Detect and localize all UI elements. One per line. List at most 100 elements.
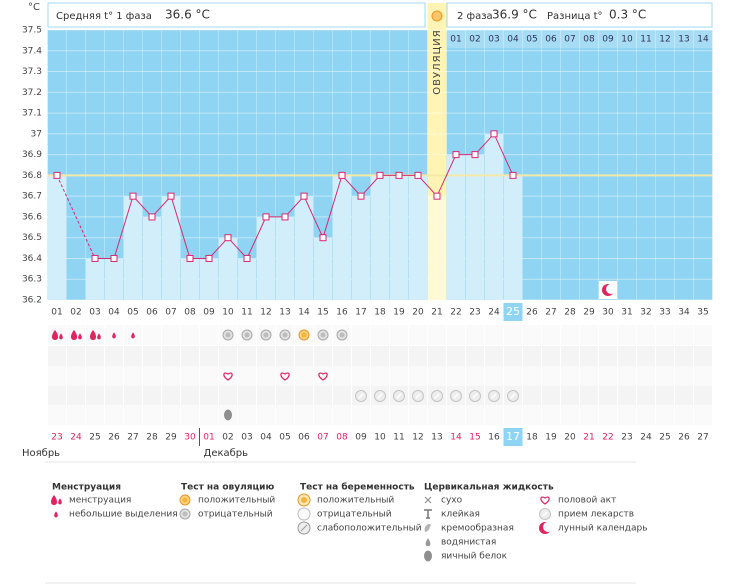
legend-icon [51,495,62,505]
date-label: 02 [222,433,233,443]
symbol-icon [431,390,443,402]
symbol-icon [488,390,500,402]
y-unit: °C [28,2,40,13]
temperature-point [262,213,270,221]
shine [510,393,516,399]
y-tick-label: 36.2 [22,296,42,306]
date-label: 23 [51,433,62,443]
tee [424,509,432,519]
phase2-label: 2 фаза [457,11,493,22]
drop [59,333,63,340]
disc [301,497,307,503]
cycle-day-label: 23 [469,308,480,318]
disc [182,511,188,517]
date-label: 23 [621,433,632,443]
phase2-day: 05 [526,35,537,45]
bar [485,133,503,300]
symbol-row [47,325,713,345]
temperature-point [319,234,327,242]
cycle-day-label: 35 [697,308,708,318]
bar [219,237,237,300]
sun [431,10,443,22]
drop [52,330,58,340]
temperature-point [452,151,460,159]
legend-icon [424,496,432,504]
temperature-point [148,213,156,221]
symbol-icon [279,329,291,341]
legend-icon [539,508,551,520]
temperature-point [167,192,175,200]
cycle-day-label: 32 [640,308,651,318]
date-label: 27 [697,433,708,443]
legend-icon [425,538,431,547]
legend-icon [179,508,191,520]
cycle-day-label: 09 [203,308,215,318]
symbol-icon [336,329,348,341]
bar [333,175,351,300]
date-label: 25 [89,433,100,443]
y-tick-label: 37.5 [22,26,42,36]
cycle-day-label: 07 [165,308,176,318]
date-label: 19 [545,433,557,443]
date-label: 13 [431,433,442,443]
bar [257,216,275,300]
temperature-point [376,171,384,179]
bar [409,175,427,300]
date-label: 30 [184,433,196,443]
symbol-icon [393,390,405,402]
shine [415,393,421,399]
stroke [300,524,308,532]
symbol-icon [71,330,82,340]
bar [181,258,199,300]
legend-label: яичный белок [441,552,508,562]
legend-icon [297,521,311,535]
cycle-day-label: 21 [431,308,442,318]
symbol-icon [280,372,290,381]
temperature-point [110,254,118,262]
cycle-day-label: 20 [412,308,424,318]
phase2-day: 14 [697,35,709,45]
symbol-row [47,346,713,366]
disc [301,332,307,338]
date-label: 06 [298,433,310,443]
symbol-icon [355,390,367,402]
legend-label: менструация [69,496,131,506]
legend-icon [539,522,553,534]
phase1-box [47,2,426,28]
date-label: 09 [355,433,367,443]
legend-icon [424,550,432,562]
disc [182,497,188,503]
symbol-icon [507,390,519,402]
drop [90,330,96,340]
bar [428,196,446,300]
symbol-icon [450,390,462,402]
bar [276,216,294,300]
bar [143,216,161,300]
date-label: 10 [374,433,386,443]
date-label: 25 [659,433,670,443]
cycle-day-label: 06 [146,308,158,318]
y-tick-label: 37.3 [22,67,42,77]
date-label: 14 [450,433,462,443]
legend-label: водянистая [441,538,496,548]
y-tick-label: 36.7 [22,192,42,202]
symbol-icon [260,329,272,341]
shine [472,393,478,399]
cycle-day-label: 26 [526,308,538,318]
phase2-day: 10 [621,35,633,45]
cycle-day-label: 24 [488,308,500,318]
legend-label: кремообразная [441,524,514,534]
temperature-point [281,213,289,221]
legend-label: положительный [198,496,275,506]
date-label: 03 [241,433,252,443]
drop [71,330,77,340]
cycle-day-label: 25 [506,305,520,318]
cycle-day-label: 10 [222,308,234,318]
moon-cut [543,522,553,532]
cycle-day-label: 05 [127,308,138,318]
bar [352,196,370,300]
heart [318,372,328,381]
month-label: Декабрь [204,448,249,459]
phase2-day: 03 [488,35,499,45]
today-highlight [503,303,523,321]
